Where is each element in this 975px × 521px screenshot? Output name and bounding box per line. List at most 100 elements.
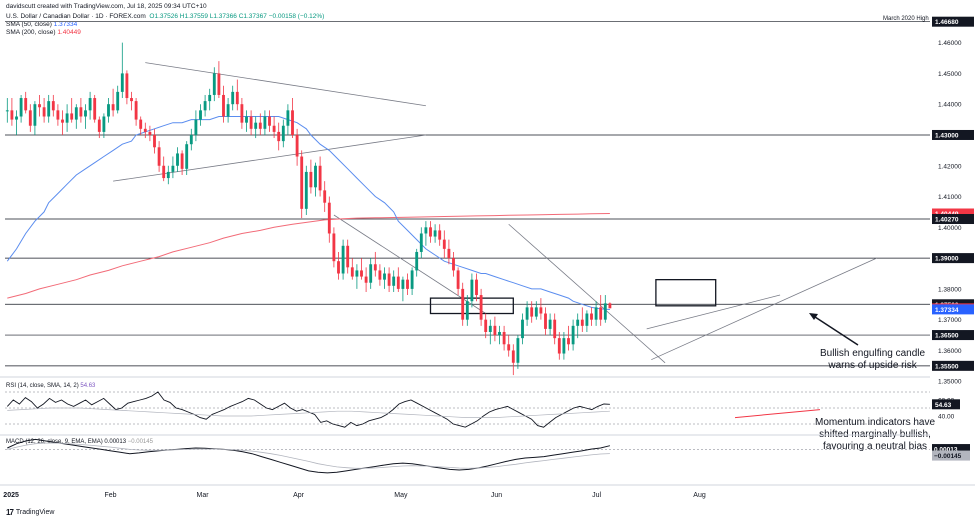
candle-body <box>42 107 46 117</box>
candle-body <box>544 313 547 329</box>
price-axis-tick: 1.40000 <box>938 225 962 232</box>
candle-body <box>580 319 584 326</box>
candle-body <box>525 307 529 320</box>
candle-body <box>15 116 18 120</box>
candle-body <box>79 107 83 117</box>
candle-body <box>47 101 51 117</box>
candle-body <box>254 122 258 129</box>
candle-body <box>268 116 271 126</box>
price-axis-tick: 1.36000 <box>938 348 962 355</box>
candle-body <box>387 273 391 286</box>
trendline <box>651 257 877 361</box>
candle-body <box>327 202 331 234</box>
candle-body <box>212 73 216 95</box>
candle-body <box>171 165 175 172</box>
candle-body <box>360 270 363 277</box>
rsi-legend[interactable]: RSI (14, close, SMA, 14, 2) 54.63 <box>6 383 96 389</box>
candle-body <box>539 307 543 314</box>
candle-body <box>567 338 570 345</box>
candle-body <box>438 230 442 240</box>
macd-value-tag <box>932 450 970 461</box>
trendline <box>646 294 781 330</box>
candle-body <box>125 73 129 99</box>
time-axis-tick: Jun <box>491 492 502 499</box>
candle-body <box>24 98 28 111</box>
candle-body <box>304 171 308 209</box>
candle-body <box>396 276 400 289</box>
candle-body <box>111 104 115 111</box>
price-axis-tick: 1.41000 <box>938 194 962 201</box>
ohlc-values: O1.37526 H1.37559 L1.37366 C1.37367 −0.0… <box>149 13 325 20</box>
sma50-legend[interactable]: SMA (50, close) 1.37334 <box>6 21 78 28</box>
candle-body <box>419 233 423 252</box>
price-axis-tick: 1.38000 <box>938 286 962 293</box>
candle-body <box>392 276 396 286</box>
candle-body <box>217 73 221 95</box>
candle-body <box>415 251 419 271</box>
sma50-line <box>6 116 610 310</box>
candle-body <box>208 94 212 102</box>
candle-body <box>553 319 557 339</box>
candle-body <box>461 288 465 320</box>
sma200-legend[interactable]: SMA (200, close) 1.40449 <box>6 29 81 36</box>
price-axis-tick: 1.35000 <box>938 379 962 386</box>
candle-body <box>585 313 589 326</box>
candle-body <box>107 104 110 117</box>
price-label-tag <box>932 253 974 264</box>
candle-body <box>258 122 262 129</box>
candle-body <box>470 279 474 302</box>
candle-body <box>406 279 409 289</box>
price-axis-tick: 1.45000 <box>938 71 962 78</box>
macd-signal-line <box>7 442 610 469</box>
time-axis-tick: Mar <box>197 492 210 499</box>
candle-body <box>337 261 340 274</box>
candle-body <box>323 190 327 203</box>
candle-body <box>369 264 373 283</box>
tradingview-brand[interactable]: 17 TradingView <box>6 508 55 517</box>
candle-body <box>498 331 501 336</box>
candle-body <box>33 104 37 126</box>
candle-body <box>61 119 64 123</box>
candle-body <box>383 273 386 280</box>
candle-body <box>452 258 455 271</box>
candle-body <box>199 110 202 120</box>
candle-body <box>424 227 428 234</box>
candle-body <box>56 110 60 120</box>
candle-body <box>502 331 506 345</box>
candle-body <box>511 350 515 363</box>
price-axis-tick: 1.44000 <box>938 102 962 109</box>
candle-body <box>314 165 317 188</box>
trendline <box>508 223 666 364</box>
candle-body <box>562 338 566 354</box>
candle-body <box>249 116 253 129</box>
candle-body <box>120 73 124 92</box>
price-label-tag <box>932 129 974 140</box>
time-axis-tick: Apr <box>293 492 305 499</box>
candle-body <box>433 230 437 237</box>
time-axis-tick: Aug <box>693 492 706 499</box>
candle-body <box>245 116 248 123</box>
candle-body <box>291 110 294 135</box>
candle-body <box>608 303 612 309</box>
candle-body <box>456 270 460 289</box>
candle-body <box>378 270 382 280</box>
candle-body <box>139 119 143 129</box>
rsi-value-text: 54.63 <box>935 402 952 409</box>
macd-value-text: 0.00013 <box>934 447 958 454</box>
rsi-trendline <box>734 409 821 419</box>
candle-body <box>70 113 74 120</box>
candle-body <box>429 227 432 237</box>
candle-body <box>571 325 575 345</box>
candle-body <box>530 307 534 317</box>
candle-body <box>507 344 511 351</box>
candle-body <box>516 338 520 363</box>
candle-body <box>157 147 161 166</box>
tradingview-logo-icon: 17 <box>6 508 14 517</box>
candle-body <box>332 233 336 262</box>
price-label-text: 1.43000 <box>935 132 959 139</box>
candle-body <box>442 239 446 249</box>
annotation-arrowhead <box>809 313 818 320</box>
symbol-title[interactable]: U.S. Dollar / Canadian Dollar · 1D · FOR… <box>6 13 146 20</box>
